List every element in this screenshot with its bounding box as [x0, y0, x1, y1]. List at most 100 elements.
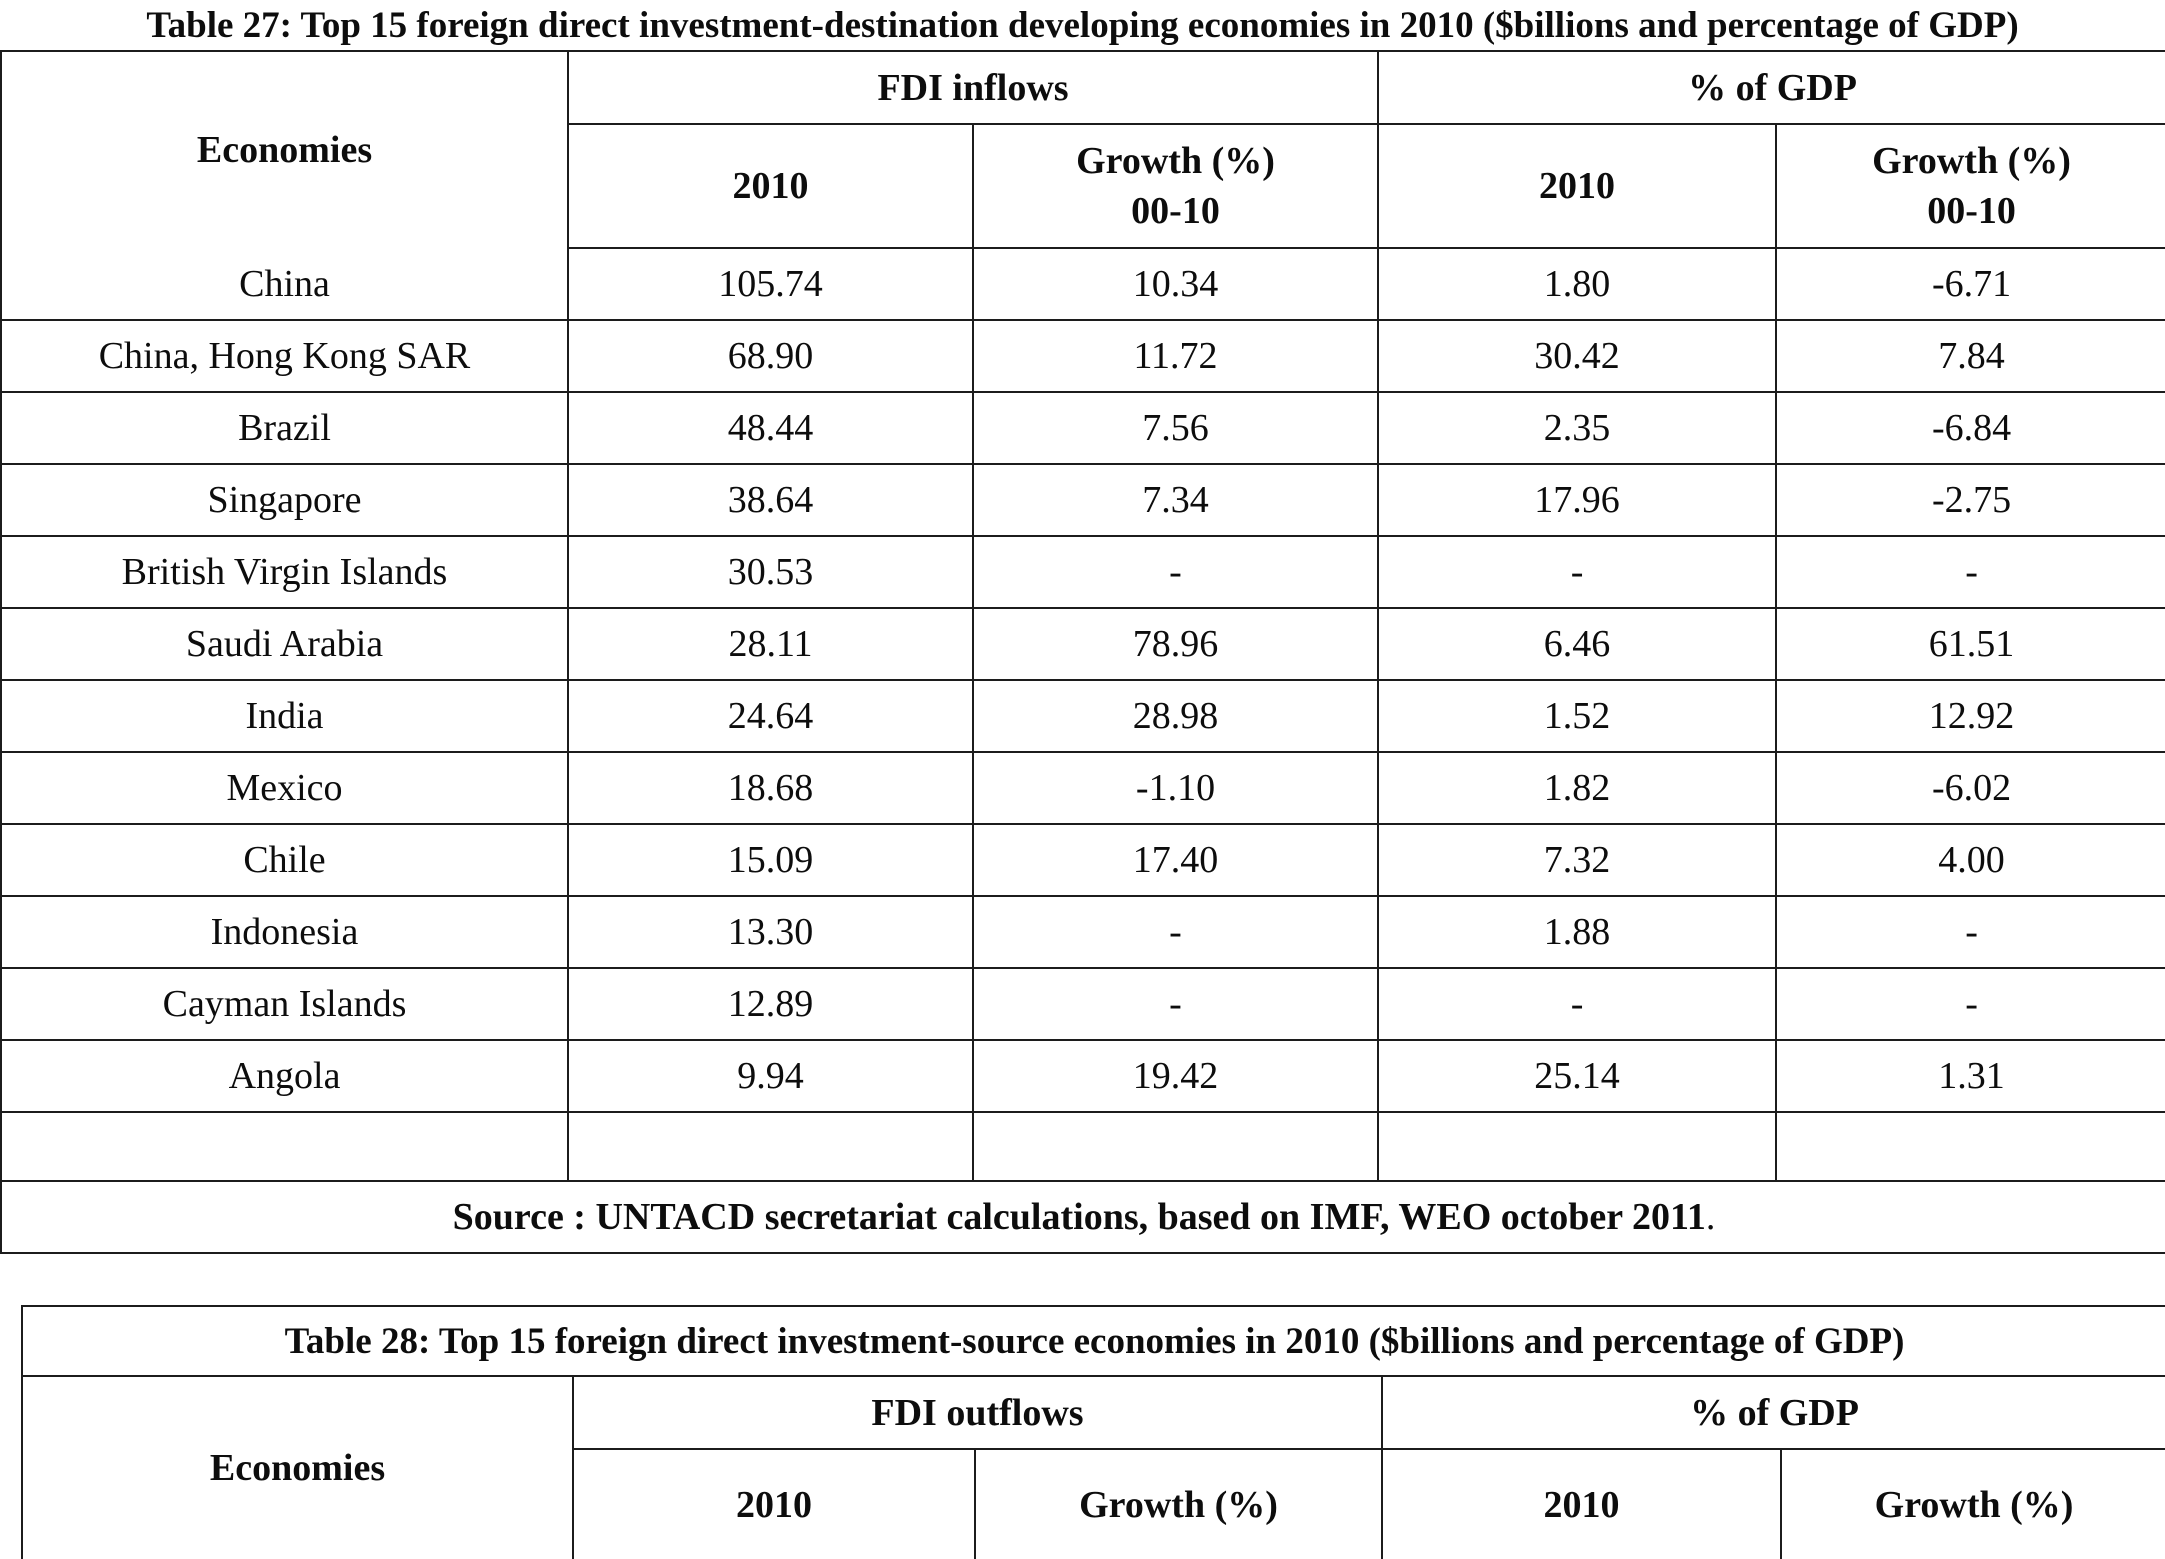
fdi-2010-cell: 18.68 [568, 752, 974, 825]
fdi-2010-cell: 28.11 [568, 608, 974, 681]
fdi-outflows-group-header: FDI outflows [573, 1376, 1383, 1450]
table-row: Chile 15.09 17.40 7.32 4.00 [1, 824, 2165, 897]
fdi-growth-cell: 11.72 [973, 320, 1380, 393]
table28-title-row: Table 28: Top 15 foreign direct investme… [22, 1306, 2165, 1377]
growth-label-line2: 00-10 [1927, 190, 2016, 232]
fdi-growth-cell: 10.34 [973, 248, 1380, 321]
gdp-2010-cell: 25.14 [1378, 1040, 1778, 1113]
table-row: Indonesia 13.30 - 1.88 - [1, 896, 2165, 969]
gdp-growth-cell: - [1776, 968, 2165, 1041]
gdp-growth-cell: - [1776, 896, 2165, 969]
fdi-growth-cell: 17.40 [973, 824, 1380, 897]
gdp-group-header: % of GDP [1382, 1376, 2165, 1450]
tables-gap [0, 1254, 2165, 1305]
table27-header-sub-row: 2010 Growth (%) 00-10 2010 Growth (%) 00… [1, 124, 2165, 249]
economy-cell: Indonesia [1, 896, 569, 969]
table27-header-group-row: Economies FDI inflows % of GDP [1, 51, 2165, 248]
source-row: Source : UNTACD secretariat calculations… [1, 1181, 2165, 1254]
gdp-2010-cell: 17.96 [1378, 464, 1778, 537]
gdp-2010-cell: 30.42 [1378, 320, 1778, 393]
table-row: Angola 9.94 19.42 25.14 1.31 [1, 1040, 2165, 1113]
economy-cell: Cayman Islands [1, 968, 569, 1041]
fdi-growth-cell: 7.56 [973, 392, 1380, 465]
gdp-growth-cell: 12.92 [1776, 680, 2165, 753]
economy-cell: Angola [1, 1040, 569, 1113]
gdp-group-header: % of GDP [1378, 51, 2165, 125]
gdp-growth-subheader: Growth (%) 00-10 [1776, 124, 2165, 249]
table-row-empty [1, 1112, 2165, 1182]
gdp-2010-cell: 1.80 [1378, 248, 1778, 321]
table27-title: Table 27: Top 15 foreign direct investme… [146, 4, 2019, 46]
gdp-2010-cell: - [1378, 968, 1778, 1041]
gdp-growth-cell: 61.51 [1776, 608, 2165, 681]
gdp-2010-subheader: 2010 [1378, 124, 1778, 249]
table-row: China 105.74 10.34 1.80 -6.71 [1, 248, 2165, 321]
source-note: Source : UNTACD secretariat calculations… [1, 1181, 2165, 1254]
fdi-2010-cell: 105.74 [568, 248, 974, 321]
economies-column-header: Economies [22, 1376, 574, 1559]
gdp-2010-cell: 1.88 [1378, 896, 1778, 969]
source-text: Source : UNTACD secretariat calculations… [452, 1196, 1706, 1238]
fdi-2010-cell: 48.44 [568, 392, 974, 465]
table28: Table 28: Top 15 foreign direct investme… [21, 1305, 2165, 1559]
fdi-growth-subheader: Growth (%) [975, 1449, 1383, 1559]
fdi-2010-subheader: 2010 [573, 1449, 976, 1559]
gdp-growth-subheader: Growth (%) [1781, 1449, 2165, 1559]
fdi-2010-cell: 38.64 [568, 464, 974, 537]
economy-cell: China, Hong Kong SAR [1, 320, 569, 393]
fdi-2010-cell: 30.53 [568, 536, 974, 609]
economy-cell: Singapore [1, 464, 569, 537]
gdp-growth-cell: -6.84 [1776, 392, 2165, 465]
gdp-2010-cell: - [1378, 536, 1778, 609]
fdi-2010-cell: 68.90 [568, 320, 974, 393]
table-row: India 24.64 28.98 1.52 12.92 [1, 680, 2165, 753]
gdp-2010-cell: 7.32 [1378, 824, 1778, 897]
gdp-2010-cell: 1.52 [1378, 680, 1778, 753]
fdi-growth-cell: - [973, 896, 1380, 969]
table28-title: Table 28: Top 15 foreign direct investme… [22, 1306, 2165, 1377]
gdp-2010-cell: 1.82 [1378, 752, 1778, 825]
fdi-growth-cell: 19.42 [973, 1040, 1380, 1113]
source-period: . [1705, 1196, 1716, 1238]
gdp-2010-cell: 6.46 [1378, 608, 1778, 681]
gdp-growth-cell: 7.84 [1776, 320, 2165, 393]
fdi-growth-cell: -1.10 [973, 752, 1380, 825]
fdi-inflows-group-header: FDI inflows [568, 51, 1380, 125]
gdp-2010-subheader: 2010 [1382, 1449, 1782, 1559]
gdp-growth-cell [1776, 1112, 2165, 1182]
fdi-growth-cell: 78.96 [973, 608, 1380, 681]
economy-cell: Brazil [1, 392, 569, 465]
economies-column-header: Economies [1, 51, 569, 248]
fdi-growth-subheader: Growth (%) 00-10 [973, 124, 1380, 249]
fdi-2010-subheader: 2010 [568, 124, 974, 249]
fdi-growth-cell: - [973, 968, 1380, 1041]
gdp-growth-cell: -2.75 [1776, 464, 2165, 537]
fdi-2010-cell: 12.89 [568, 968, 974, 1041]
fdi-2010-cell: 9.94 [568, 1040, 974, 1113]
fdi-2010-cell: 13.30 [568, 896, 974, 969]
gdp-growth-cell: - [1776, 536, 2165, 609]
growth-label-line2: 00-10 [1131, 190, 1220, 232]
table-row: British Virgin Islands 30.53 - - - [1, 536, 2165, 609]
economy-cell: Mexico [1, 752, 569, 825]
fdi-growth-cell: - [973, 536, 1380, 609]
gdp-2010-cell [1378, 1112, 1778, 1182]
gdp-growth-cell: -6.71 [1776, 248, 2165, 321]
table-row: China, Hong Kong SAR 68.90 11.72 30.42 7… [1, 320, 2165, 393]
gdp-growth-cell: -6.02 [1776, 752, 2165, 825]
table-row: Mexico 18.68 -1.10 1.82 -6.02 [1, 752, 2165, 825]
economy-cell: Chile [1, 824, 569, 897]
growth-label-line1: Growth (%) [1079, 1483, 1278, 1526]
fdi-growth-cell [973, 1112, 1380, 1182]
gdp-growth-cell: 1.31 [1776, 1040, 2165, 1113]
economy-cell: India [1, 680, 569, 753]
table28-header-group-row: Economies FDI outflows % of GDP [22, 1376, 2165, 1559]
table-row: Singapore 38.64 7.34 17.96 -2.75 [1, 464, 2165, 537]
table-row: Brazil 48.44 7.56 2.35 -6.84 [1, 392, 2165, 465]
economy-cell: China [1, 248, 569, 321]
growth-label-line1: Growth (%) [1874, 1483, 2074, 1526]
table-row: Saudi Arabia 28.11 78.96 6.46 61.51 [1, 608, 2165, 681]
growth-label-line1: Growth (%) [1872, 140, 2071, 182]
gdp-2010-cell: 2.35 [1378, 392, 1778, 465]
fdi-2010-cell: 24.64 [568, 680, 974, 753]
